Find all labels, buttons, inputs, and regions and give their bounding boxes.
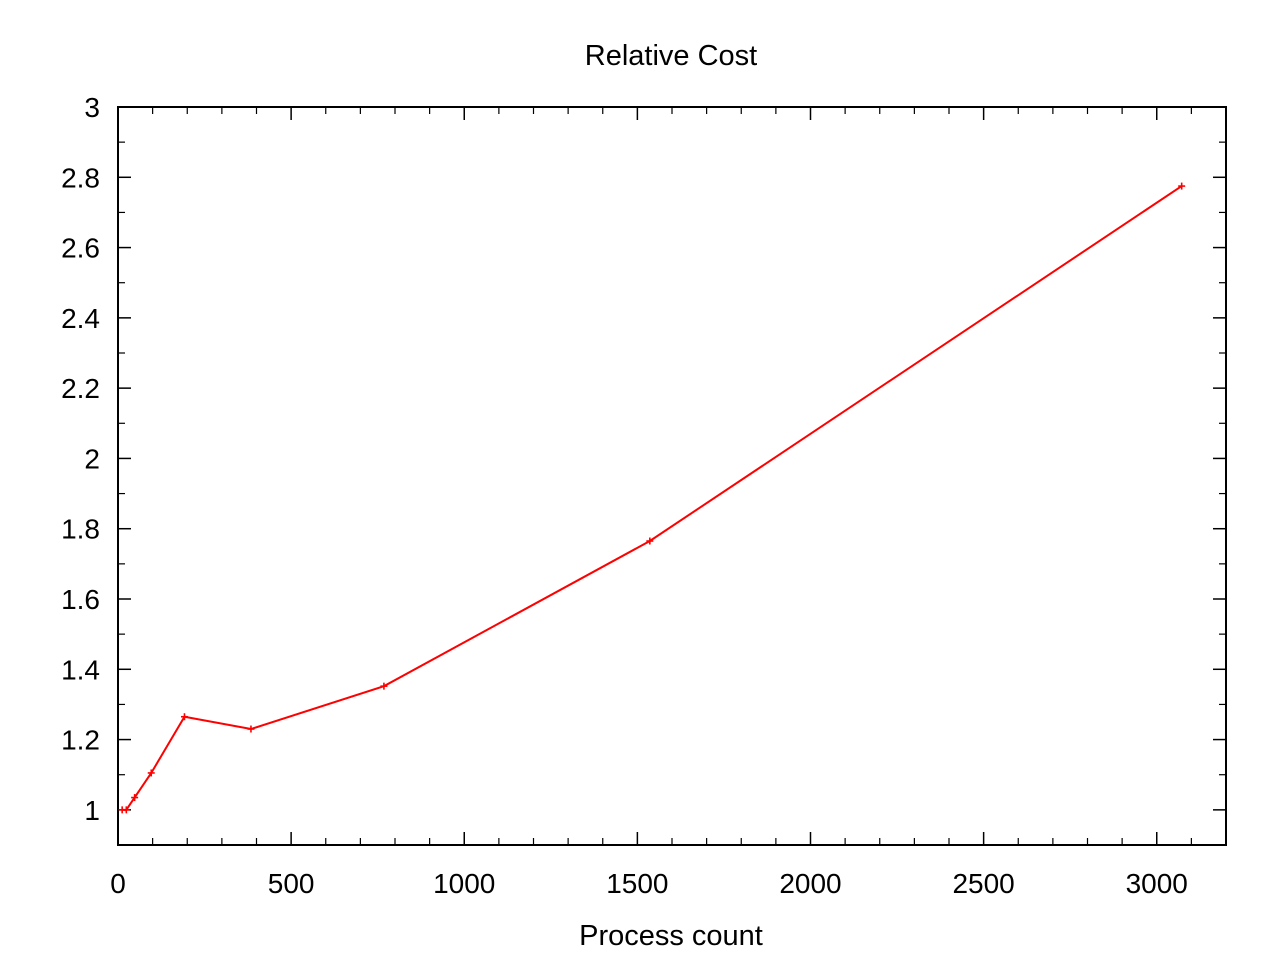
x-axis: 0 500 1000 1500 2000 2500 3000: [110, 107, 1192, 899]
x-tick-label: 2500: [952, 868, 1014, 899]
series-layer: [118, 182, 1186, 814]
y-tick-label: 1.6: [61, 584, 100, 615]
y-tick-label: 1.2: [61, 725, 100, 756]
plot-border: [117, 106, 1227, 846]
plot-area: [117, 106, 1227, 846]
series-line: [122, 185, 1183, 811]
y-tick-label: 1: [84, 795, 100, 826]
data-point: [122, 806, 130, 814]
chart-title: Relative Cost: [585, 40, 757, 72]
y-tick-label: 1.4: [61, 654, 100, 685]
y-tick-label: 1.8: [61, 514, 100, 545]
data-point: [131, 794, 139, 802]
x-tick-label: 3000: [1126, 868, 1188, 899]
data-point: [247, 725, 255, 733]
y-axis: 1 1.2 1.4 1.6 1.8 2 2.2 2.4 2.6 2.8 3: [61, 92, 1226, 826]
x-tick-label: 2000: [779, 868, 841, 899]
y-tick-label: 2: [84, 443, 100, 474]
data-point: [1178, 182, 1186, 190]
x-tick-label: 500: [268, 868, 315, 899]
x-tick-label: 1000: [433, 868, 495, 899]
y-tick-label: 2.2: [61, 373, 100, 404]
x-axis-title: Process count: [579, 920, 763, 952]
data-point: [147, 769, 155, 777]
x-tick-label: 1500: [606, 868, 668, 899]
x-tick-label: 0: [110, 868, 126, 899]
y-tick-label: 2.6: [61, 233, 100, 264]
data-point: [646, 537, 654, 545]
data-point: [380, 682, 388, 690]
y-tick-label: 2.4: [61, 303, 100, 334]
y-tick-label: 3: [84, 92, 100, 123]
data-point: [180, 713, 188, 721]
y-tick-label: 2.8: [61, 162, 100, 193]
